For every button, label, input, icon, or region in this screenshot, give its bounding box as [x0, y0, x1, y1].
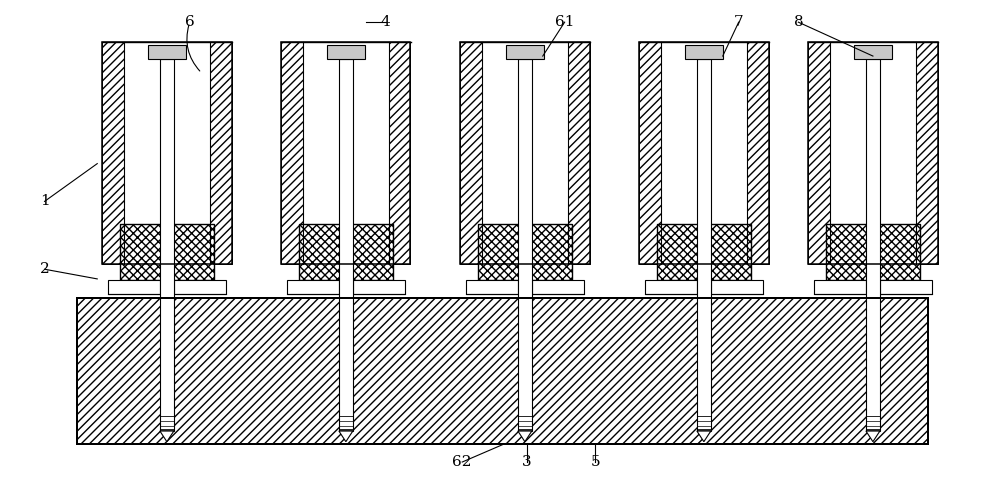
- FancyArrowPatch shape: [187, 25, 200, 71]
- Bar: [657, 224, 697, 280]
- Bar: [808, 42, 938, 265]
- Bar: [77, 298, 928, 443]
- Polygon shape: [866, 431, 880, 441]
- Bar: [102, 42, 124, 265]
- Polygon shape: [697, 431, 711, 441]
- Bar: [826, 224, 920, 280]
- Bar: [466, 280, 518, 294]
- Bar: [866, 416, 880, 429]
- Bar: [120, 224, 160, 280]
- Bar: [697, 416, 711, 429]
- Bar: [532, 280, 584, 294]
- Bar: [814, 280, 866, 294]
- Bar: [299, 224, 393, 280]
- Bar: [120, 224, 214, 280]
- Bar: [389, 42, 410, 265]
- Bar: [697, 59, 711, 431]
- Bar: [685, 46, 723, 59]
- Bar: [339, 59, 353, 431]
- Polygon shape: [518, 431, 532, 441]
- Bar: [880, 280, 932, 294]
- Bar: [327, 46, 365, 59]
- Bar: [281, 42, 410, 265]
- Bar: [711, 280, 763, 294]
- Bar: [747, 42, 768, 265]
- Text: 8: 8: [794, 15, 803, 29]
- Text: 1: 1: [40, 195, 49, 208]
- Bar: [281, 42, 410, 265]
- Bar: [639, 42, 661, 265]
- Bar: [339, 416, 353, 429]
- Bar: [808, 42, 938, 265]
- Bar: [281, 42, 303, 265]
- Bar: [478, 224, 572, 280]
- Bar: [353, 224, 393, 280]
- Bar: [460, 42, 590, 265]
- Bar: [160, 416, 174, 429]
- Bar: [174, 280, 226, 294]
- Bar: [102, 42, 232, 265]
- Bar: [880, 224, 920, 280]
- Text: 2: 2: [40, 262, 49, 276]
- Text: 6: 6: [185, 15, 195, 29]
- Text: 61: 61: [555, 15, 574, 29]
- Bar: [299, 224, 339, 280]
- Bar: [866, 59, 880, 431]
- Bar: [287, 280, 339, 294]
- Bar: [148, 46, 186, 59]
- Bar: [160, 59, 174, 431]
- Text: 4: 4: [381, 15, 391, 29]
- Bar: [518, 59, 532, 431]
- Polygon shape: [160, 431, 174, 441]
- Bar: [77, 298, 928, 443]
- Bar: [711, 224, 751, 280]
- Bar: [353, 280, 405, 294]
- Bar: [174, 224, 214, 280]
- Bar: [645, 280, 697, 294]
- Bar: [808, 42, 830, 265]
- Text: 7: 7: [734, 15, 743, 29]
- Text: 62: 62: [452, 455, 472, 469]
- Bar: [102, 42, 232, 265]
- Bar: [639, 42, 768, 265]
- Bar: [108, 280, 160, 294]
- Bar: [916, 42, 938, 265]
- Bar: [506, 46, 544, 59]
- Bar: [854, 46, 892, 59]
- Polygon shape: [339, 431, 353, 441]
- Bar: [568, 42, 590, 265]
- Bar: [532, 224, 572, 280]
- Bar: [639, 42, 768, 265]
- Bar: [478, 224, 518, 280]
- Bar: [77, 298, 928, 443]
- Bar: [460, 42, 590, 265]
- Bar: [210, 42, 232, 265]
- Text: 5: 5: [591, 455, 600, 469]
- Bar: [460, 42, 482, 265]
- Bar: [518, 416, 532, 429]
- Bar: [826, 224, 866, 280]
- Bar: [657, 224, 751, 280]
- Text: 3: 3: [522, 455, 532, 469]
